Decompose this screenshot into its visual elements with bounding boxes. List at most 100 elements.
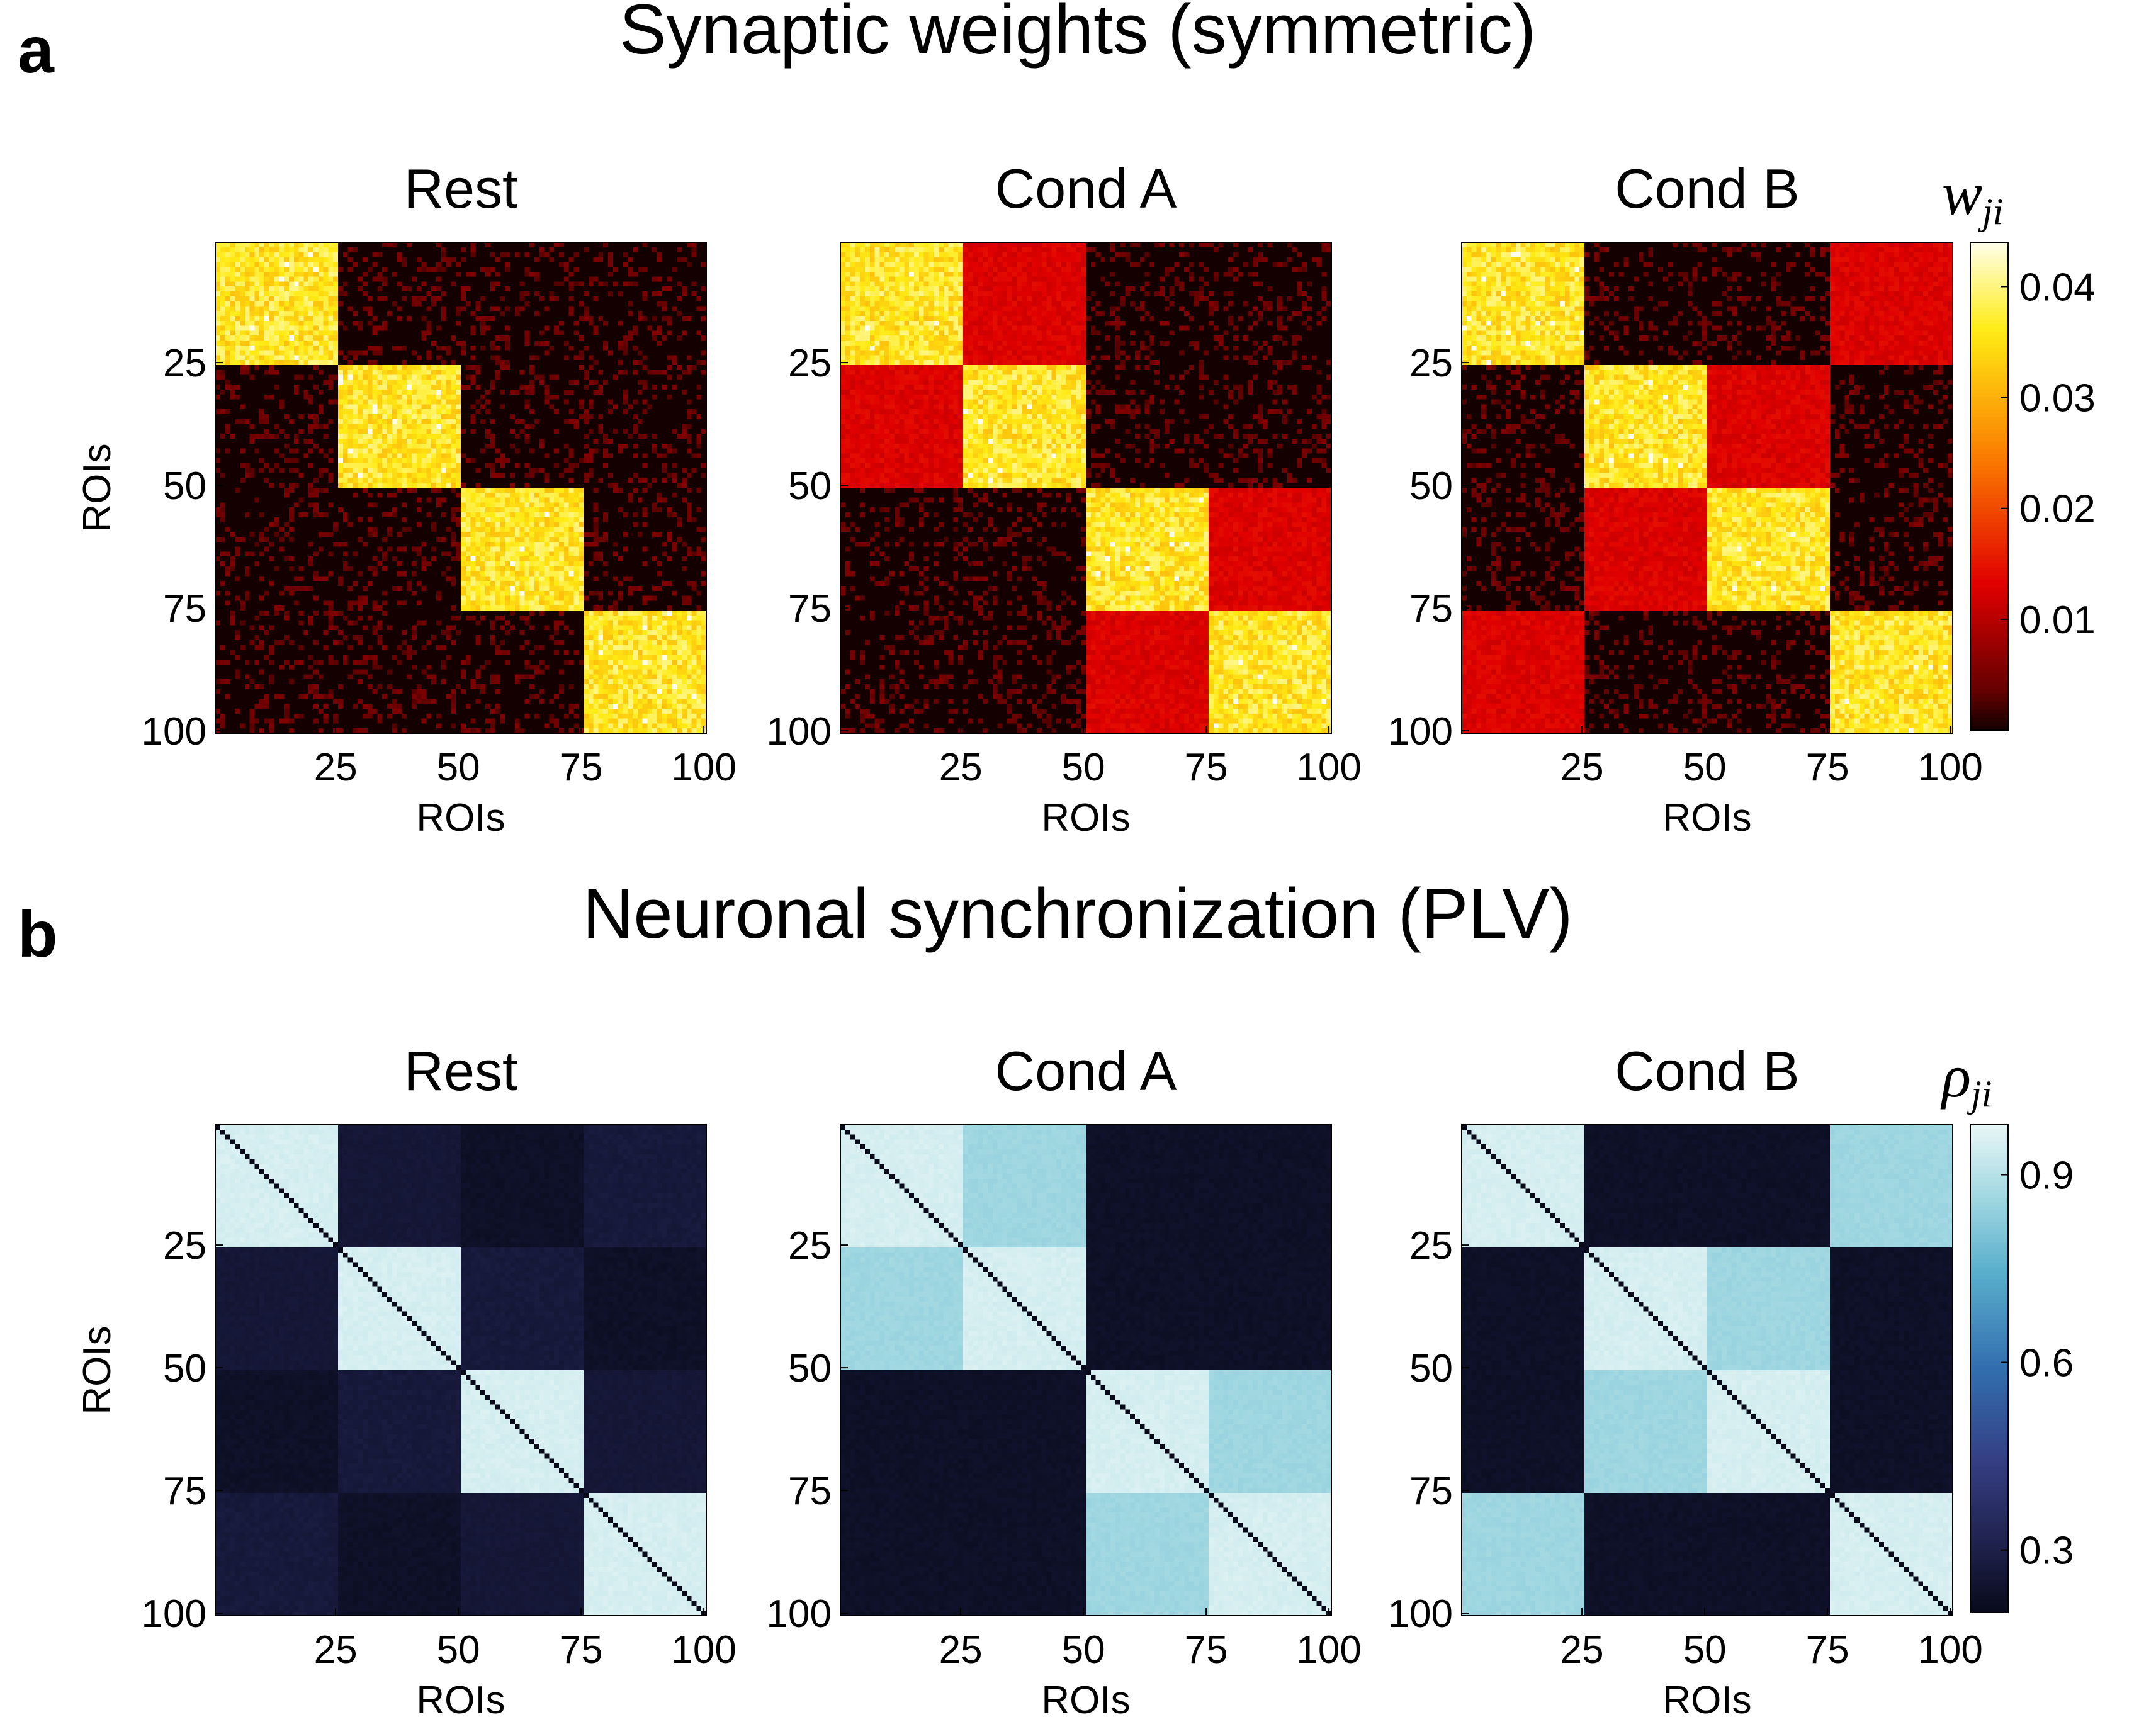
heatmap-cell bbox=[692, 267, 697, 272]
heatmap-cell bbox=[549, 247, 554, 252]
heatmap-cell bbox=[299, 306, 304, 311]
heatmap-cell bbox=[353, 257, 358, 262]
heatmap-cell bbox=[284, 252, 289, 257]
heatmap-cell bbox=[382, 346, 387, 351]
heatmap-cell bbox=[313, 316, 319, 321]
heatmap-cell bbox=[284, 335, 289, 341]
heatmap-cell bbox=[534, 262, 539, 267]
heatmap-cell bbox=[573, 355, 579, 360]
heatmap-cell bbox=[368, 286, 373, 291]
heatmap-cell bbox=[289, 252, 294, 257]
heatmap-cell bbox=[328, 272, 333, 277]
heatmap-cell bbox=[682, 291, 687, 296]
heatmap-cell bbox=[456, 306, 461, 311]
heatmap-cell bbox=[397, 346, 402, 351]
heatmap-cell bbox=[308, 267, 313, 272]
heatmap-cell bbox=[412, 257, 417, 262]
heatmap-cell bbox=[539, 341, 545, 346]
heatmap-cell bbox=[628, 247, 633, 252]
heatmap-cell bbox=[471, 306, 476, 311]
heatmap-cell bbox=[436, 277, 441, 282]
heatmap-cell bbox=[677, 291, 682, 296]
heatmap-cell bbox=[667, 341, 672, 346]
heatmap-cell bbox=[333, 277, 338, 282]
heatmap-cell bbox=[294, 341, 299, 346]
heatmap-cell bbox=[441, 296, 446, 301]
heatmap-cell bbox=[264, 311, 269, 316]
heatmap-cell bbox=[373, 252, 378, 257]
heatmap-cell bbox=[584, 335, 589, 341]
heatmap-cell bbox=[269, 335, 274, 341]
heatmap-cell bbox=[569, 252, 574, 257]
heatmap-cell bbox=[382, 321, 387, 326]
heatmap-cell bbox=[589, 291, 594, 296]
heatmap-cell bbox=[466, 257, 471, 262]
heatmap-cell bbox=[343, 351, 348, 356]
heatmap-cell bbox=[495, 277, 500, 282]
heatmap-cell bbox=[264, 301, 269, 307]
heatmap-cell bbox=[628, 351, 633, 356]
heatmap-cell bbox=[564, 252, 569, 257]
heatmap-cell bbox=[397, 311, 402, 316]
heatmap-cell bbox=[534, 341, 539, 346]
heatmap-cell bbox=[490, 311, 495, 316]
heatmap-cell bbox=[328, 321, 333, 326]
heatmap-cell bbox=[495, 262, 500, 267]
heatmap-cell bbox=[657, 252, 662, 257]
heatmap-cell bbox=[505, 355, 510, 360]
heatmap-cell bbox=[618, 252, 623, 257]
heatmap-cell bbox=[539, 351, 545, 356]
heatmap-cell bbox=[696, 242, 701, 247]
heatmap-cell bbox=[677, 335, 682, 341]
heatmap-cell bbox=[343, 311, 348, 316]
heatmap-cell bbox=[505, 341, 510, 346]
heatmap-cell bbox=[269, 281, 274, 286]
heatmap-cell bbox=[240, 257, 245, 262]
heatmap-cell bbox=[569, 286, 574, 291]
heatmap-cell bbox=[647, 272, 652, 277]
heatmap-cell bbox=[343, 291, 348, 296]
heatmap-cell bbox=[319, 321, 324, 326]
heatmap-cell bbox=[338, 272, 343, 277]
heatmap-cell bbox=[289, 281, 294, 286]
heatmap-cell bbox=[466, 341, 471, 346]
heatmap-cell bbox=[657, 346, 662, 351]
heatmap-cell bbox=[235, 272, 240, 277]
heatmap-cell bbox=[598, 262, 603, 267]
heatmap-cell bbox=[618, 277, 623, 282]
heatmap-cell bbox=[545, 272, 550, 277]
heatmap-cell bbox=[358, 355, 363, 360]
panel-title-b: Neuronal synchronization (PLV) bbox=[583, 874, 1573, 953]
heatmap-cell bbox=[682, 277, 687, 282]
heatmap-cell bbox=[589, 316, 594, 321]
heatmap-cell bbox=[230, 262, 235, 267]
heatmap-cell bbox=[471, 311, 476, 316]
heatmap-cell bbox=[299, 355, 304, 360]
heatmap-cell bbox=[573, 321, 579, 326]
heatmap-cell bbox=[456, 272, 461, 277]
heatmap-cell bbox=[461, 316, 466, 321]
heatmap-cell bbox=[539, 321, 545, 326]
heatmap-cell bbox=[245, 262, 250, 267]
heatmap-cell bbox=[579, 316, 584, 321]
heatmap-cell bbox=[353, 301, 358, 307]
heatmap-cell bbox=[603, 291, 608, 296]
heatmap-cell bbox=[524, 272, 529, 277]
heatmap-cell bbox=[230, 330, 235, 335]
heatmap-cell bbox=[696, 247, 701, 252]
heatmap-cell bbox=[387, 321, 392, 326]
heatmap-cell bbox=[652, 351, 657, 356]
heatmap-cell bbox=[579, 326, 584, 331]
heatmap-cell bbox=[338, 247, 343, 252]
heatmap-cell bbox=[225, 346, 230, 351]
heatmap-cell bbox=[475, 252, 480, 257]
heatmap-cell bbox=[598, 242, 603, 247]
heatmap-cell bbox=[584, 330, 589, 335]
heatmap-cell bbox=[456, 262, 461, 267]
heatmap-cell bbox=[289, 301, 294, 307]
heatmap-cell bbox=[259, 335, 264, 341]
heatmap-cell bbox=[696, 252, 701, 257]
heatmap-cell bbox=[417, 296, 422, 301]
heatmap-cell bbox=[573, 351, 579, 356]
heatmap-cell bbox=[235, 252, 240, 257]
